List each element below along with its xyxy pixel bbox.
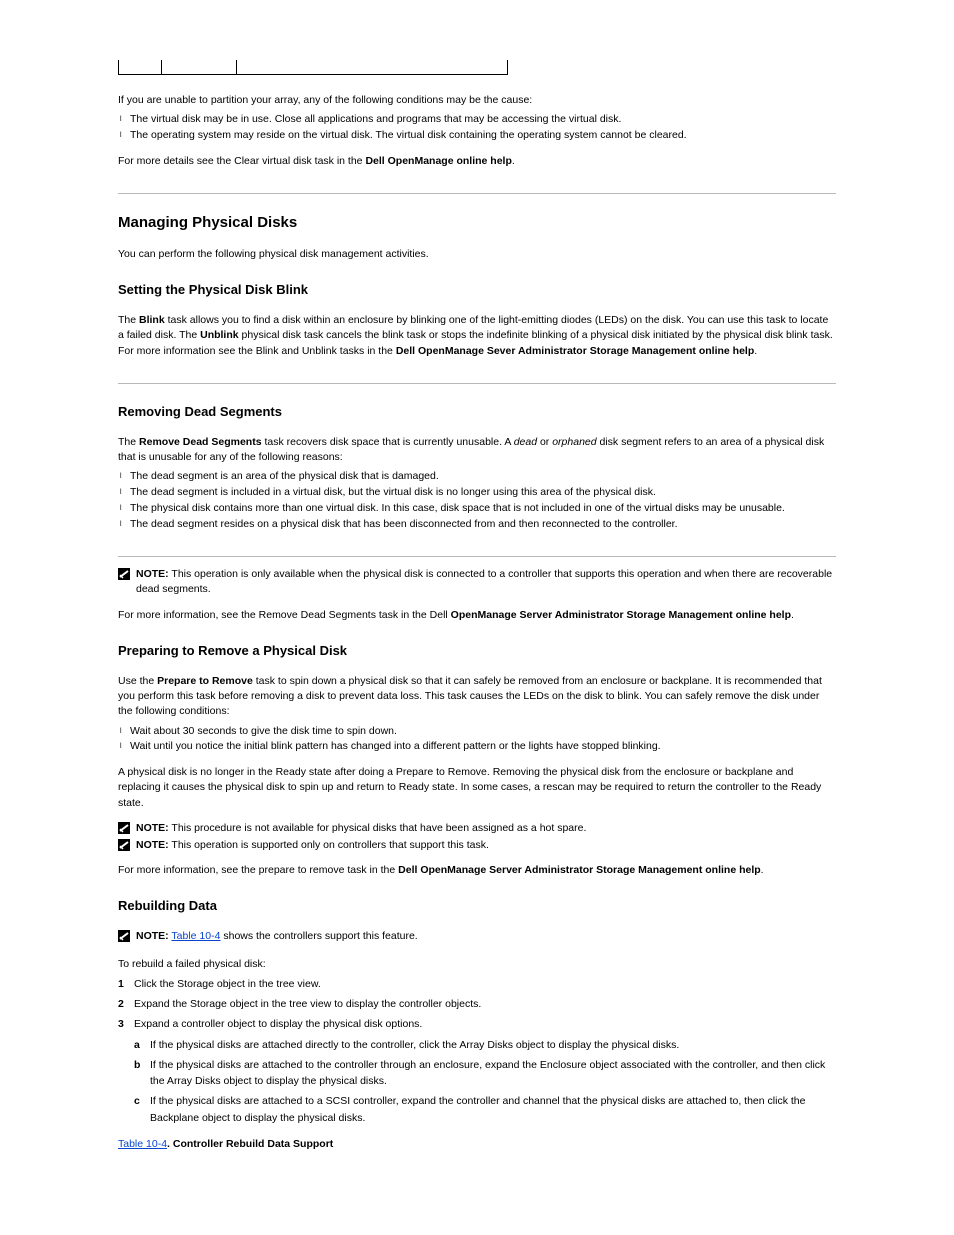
intro-more: For more details see the Clear virtual d… [118, 154, 836, 169]
prep-note1-text: NOTE: This procedure is not available fo… [136, 821, 836, 836]
remove-more: For more information, see the Remove Dea… [118, 608, 836, 623]
rebuild-heading: Rebuilding Data [118, 898, 836, 913]
rebuild-substeps: If the physical disks are attached direc… [134, 1037, 836, 1126]
note-icon [118, 930, 130, 942]
intro-lead: If you are unable to partition your arra… [118, 93, 836, 108]
prep-note2-text: NOTE: This operation is supported only o… [136, 838, 836, 853]
remove-text: The Remove Dead Segments task recovers d… [118, 435, 836, 465]
rebuild-substep: If the physical disks are attached to th… [134, 1057, 836, 1090]
intro-bullet: The operating system may reside on the v… [118, 128, 836, 144]
prep-heading: Preparing to Remove a Physical Disk [118, 643, 836, 658]
rebuild-note-text: NOTE: Table 10-4 shows the controllers s… [136, 929, 836, 944]
rebuild-lead: To rebuild a failed physical disk: [118, 957, 836, 972]
rebuild-table-ref: Table 10-4. Controller Rebuild Data Supp… [118, 1138, 836, 1150]
remove-heading: Removing Dead Segments [118, 404, 836, 419]
rebuild-step: Expand a controller object to display th… [118, 1016, 836, 1126]
prep-text: Use the Prepare to Remove task to spin d… [118, 674, 836, 720]
rebuild-step: Expand the Storage object in the tree vi… [118, 996, 836, 1012]
remove-bullet: The dead segment is included in a virtua… [118, 485, 836, 501]
prep-note1: NOTE: This procedure is not available fo… [118, 821, 836, 836]
prep-more: For more information, see the prepare to… [118, 863, 836, 878]
prep-note2: NOTE: This operation is supported only o… [118, 838, 836, 853]
header-tab-outline [118, 60, 508, 75]
remove-note-text: NOTE: This operation is only available w… [136, 567, 836, 597]
note-icon [118, 822, 130, 834]
blink-text: The Blink task allows you to find a disk… [118, 313, 836, 359]
note-icon [118, 839, 130, 851]
remove-bullets: The dead segment is an area of the physi… [118, 469, 836, 532]
remove-note: NOTE: This operation is only available w… [118, 567, 836, 597]
rebuild-step: Click the Storage object in the tree vie… [118, 976, 836, 992]
mgmt-text: You can perform the following physical d… [118, 247, 836, 262]
blink-heading: Setting the Physical Disk Blink [118, 282, 836, 297]
rebuild-table-link[interactable]: Table 10-4 [118, 1138, 167, 1150]
intro-bullets: The virtual disk may be in use. Close al… [118, 112, 836, 144]
note-icon [118, 568, 130, 580]
rebuild-steps: Click the Storage object in the tree vie… [118, 976, 836, 1126]
prep-bullets: Wait about 30 seconds to give the disk t… [118, 724, 836, 756]
prep-text2: A physical disk is no longer in the Read… [118, 765, 836, 811]
rebuild-substep: If the physical disks are attached direc… [134, 1037, 836, 1053]
rebuild-note: NOTE: Table 10-4 shows the controllers s… [118, 929, 836, 944]
remove-bullet: The dead segment is an area of the physi… [118, 469, 836, 485]
remove-bullet: The dead segment resides on a physical d… [118, 517, 836, 533]
remove-bullet: The physical disk contains more than one… [118, 501, 836, 517]
intro-bullet: The virtual disk may be in use. Close al… [118, 112, 836, 128]
prep-bullet: Wait about 30 seconds to give the disk t… [118, 724, 836, 740]
rebuild-note-link[interactable]: Table 10-4 [171, 930, 220, 942]
rebuild-substep: If the physical disks are attached to a … [134, 1093, 836, 1126]
mgmt-heading: Managing Physical Disks [118, 214, 836, 231]
prep-bullet: Wait until you notice the initial blink … [118, 739, 836, 755]
